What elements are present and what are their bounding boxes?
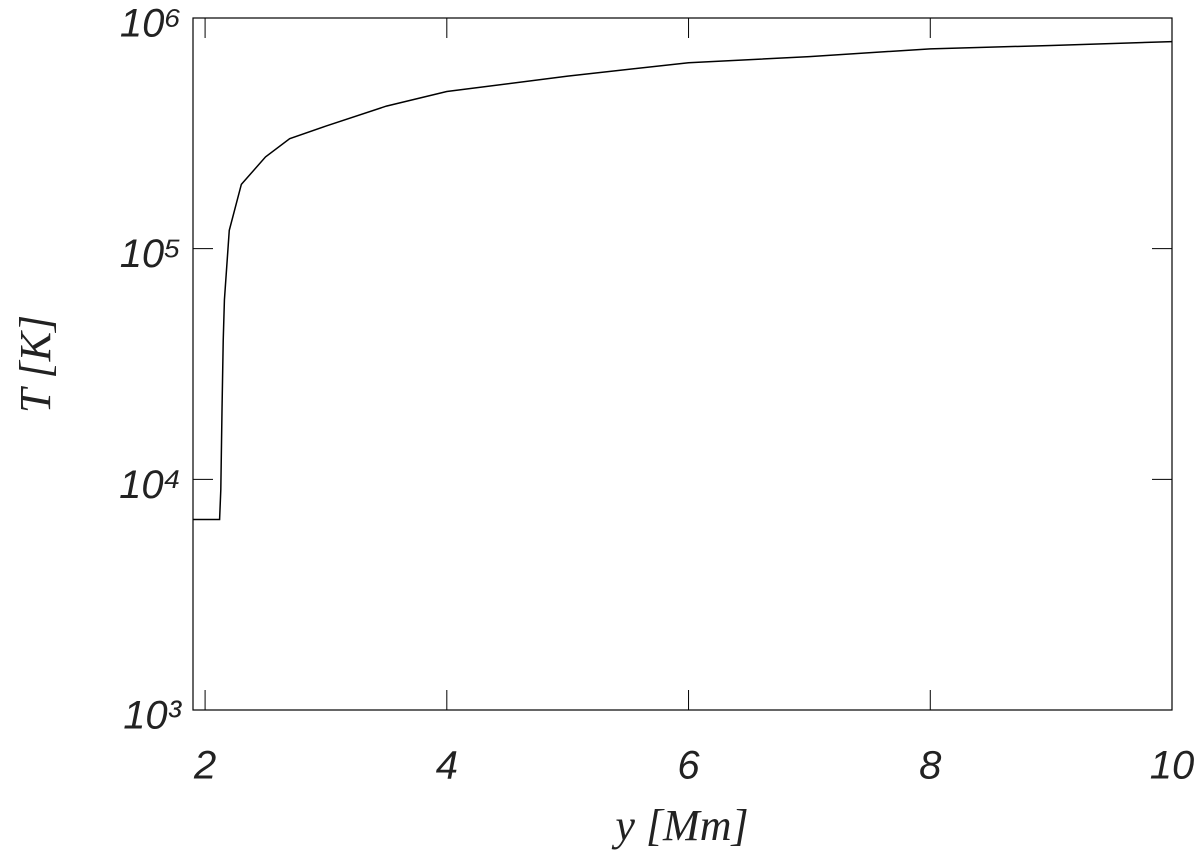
x-tick-label: 2 bbox=[193, 744, 216, 788]
x-tick-label: 6 bbox=[677, 744, 700, 788]
y-axis-label: T [K] bbox=[11, 315, 60, 413]
plot-frame bbox=[192, 17, 1173, 711]
x-tick-label: 8 bbox=[919, 744, 942, 788]
data-line bbox=[193, 40, 1173, 521]
y-tick-label: 10⁶ bbox=[120, 2, 181, 46]
x-tick-label: 4 bbox=[436, 744, 458, 788]
y-tick-label: 10⁵ bbox=[120, 232, 181, 276]
y-tick-label: 10³ bbox=[123, 694, 182, 738]
x-axis-label: y [Mm] bbox=[611, 801, 748, 850]
y-tick-label: 10⁴ bbox=[119, 463, 181, 507]
x-tick-label: 10 bbox=[1150, 744, 1195, 788]
